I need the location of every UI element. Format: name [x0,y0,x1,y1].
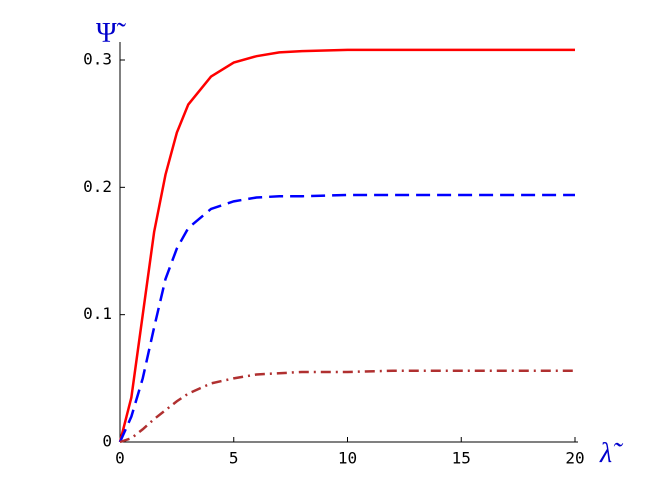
line-series [118,48,575,443]
x-tick-label: 15 [452,449,471,468]
y-axis-label: Ψ̃ [96,18,127,49]
x-axis-label: λ̃ [599,438,624,469]
line-series [119,369,575,444]
x-tick-label: 5 [229,449,239,468]
x-tick-label: 20 [565,449,584,468]
y-tick-label: 0.2 [83,177,112,196]
x-tick-label: 10 [338,449,357,468]
y-tick-label: 0 [102,432,112,451]
line-series [118,193,575,443]
x-tick-label: 0 [115,449,125,468]
y-tick-label: 0.3 [83,50,112,69]
y-tick-label: 0.1 [83,304,112,323]
